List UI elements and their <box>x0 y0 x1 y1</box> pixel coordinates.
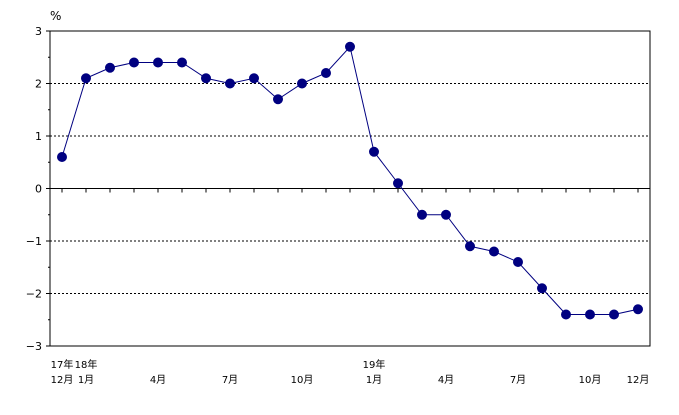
y-tick-label: 1 <box>35 130 42 143</box>
data-point <box>345 41 355 52</box>
data-point <box>105 62 115 73</box>
x-month-label: 4月 <box>150 374 166 386</box>
data-point <box>609 309 619 320</box>
series-path <box>61 45 639 315</box>
data-point <box>369 146 379 157</box>
x-month-label: 10月 <box>579 374 602 386</box>
data-point <box>177 57 187 68</box>
data-point <box>537 283 547 294</box>
x-year-label: 19年 <box>363 358 386 371</box>
y-tick-label: −1 <box>26 235 42 248</box>
x-month-label: 1月 <box>366 374 382 386</box>
x-month-label: 1月 <box>78 374 94 386</box>
data-point <box>417 209 427 220</box>
data-point <box>393 178 403 189</box>
data-point <box>585 309 595 320</box>
data-point <box>201 73 211 84</box>
x-month-label: 10月 <box>291 374 314 386</box>
data-point <box>129 57 139 68</box>
gridlines <box>50 83 650 294</box>
data-point <box>513 257 523 267</box>
data-point <box>249 73 259 84</box>
x-year-label: 17年 <box>51 358 74 371</box>
series-line <box>57 41 643 320</box>
x-month-label: 4月 <box>438 374 454 386</box>
data-point <box>465 241 475 252</box>
y-tick-label: 0 <box>35 183 42 196</box>
x-month-label: 12月 <box>51 374 74 386</box>
y-tick-label: 3 <box>35 25 42 38</box>
data-point <box>321 68 331 78</box>
y-tick-label: −3 <box>26 340 42 353</box>
data-point <box>153 57 163 68</box>
x-year-label: 18年 <box>75 358 98 371</box>
data-point <box>57 152 67 162</box>
data-point <box>561 309 571 320</box>
data-point <box>81 73 91 84</box>
data-point <box>489 246 499 257</box>
data-point <box>633 304 643 315</box>
data-point <box>273 94 283 105</box>
y-unit-label: % <box>50 9 61 23</box>
x-month-label: 7月 <box>222 374 238 386</box>
y-tick-label: 2 <box>35 78 42 91</box>
y-tick-label: −2 <box>26 288 42 301</box>
data-point <box>225 78 235 89</box>
data-point <box>441 209 451 220</box>
x-month-label: 12月 <box>627 374 650 386</box>
y-axis: 3 2 1 0 −1 −2 −3 <box>26 25 50 353</box>
x-month-label: 7月 <box>510 374 526 386</box>
data-point <box>297 78 307 89</box>
